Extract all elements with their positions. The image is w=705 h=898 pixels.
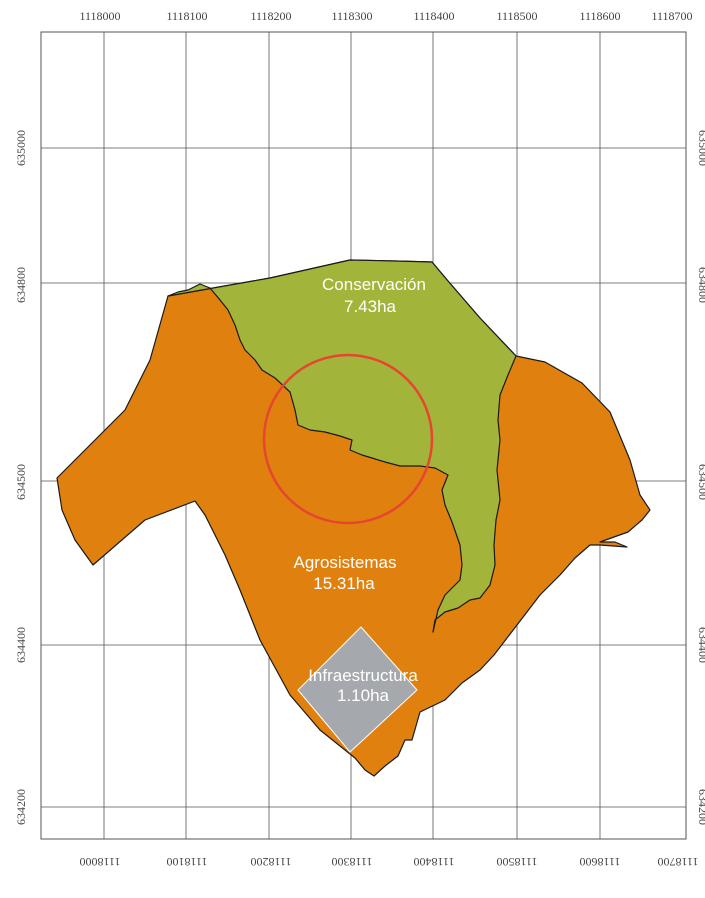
zone-infraestructura-area: [297, 626, 418, 753]
zone-conservacion-area: [167, 259, 517, 633]
zone-name-agrosistemas: Agrosistemas: [294, 553, 397, 572]
x-tick-bottom-1118300: 1118300: [331, 855, 372, 869]
x-tick-bottom-1118700: 1118700: [657, 855, 698, 869]
x-tick-top-1118200: 1118200: [250, 9, 291, 23]
y-tick-labels-left: 635000 634800 634500 634400 634200: [14, 130, 28, 825]
x-tick-top-1118000: 1118000: [79, 9, 120, 23]
zone-name-infraestructura: Infraestructura: [308, 666, 418, 685]
y-tick-right-634800: 634800: [696, 267, 705, 303]
x-tick-bottom-1118400: 1118400: [413, 855, 454, 869]
y-tick-right-634400: 634400: [696, 627, 705, 663]
zone-area-conservacion: 7.43ha: [344, 297, 397, 316]
y-tick-left-634800: 634800: [14, 267, 28, 303]
y-tick-labels-right: 635000 634800 634500 634400 634200: [696, 130, 705, 825]
zone-area-infraestructura: 1.10ha: [337, 686, 390, 705]
x-tick-top-1118100: 1118100: [166, 9, 207, 23]
y-tick-right-634500: 634500: [696, 464, 705, 500]
y-tick-right-634200: 634200: [696, 789, 705, 825]
x-tick-top-1118300: 1118300: [331, 9, 372, 23]
x-tick-labels-top: 1118000 1118100 1118200 1118300 1118400 …: [79, 9, 692, 23]
x-tick-labels-bottom: 1118000 1118100 1118200 1118300 1118400 …: [79, 855, 698, 869]
x-tick-top-1118700: 1118700: [651, 9, 692, 23]
y-tick-right-635000: 635000: [696, 130, 705, 166]
y-tick-left-635000: 635000: [14, 130, 28, 166]
y-tick-left-634200: 634200: [14, 789, 28, 825]
highlight-circle-marker: [262, 353, 434, 525]
y-tick-left-634500: 634500: [14, 464, 28, 500]
x-tick-top-1118600: 1118600: [579, 9, 620, 23]
x-tick-top-1118500: 1118500: [496, 9, 537, 23]
x-tick-bottom-1118600: 1118600: [579, 855, 620, 869]
x-tick-bottom-1118000: 1118000: [79, 855, 120, 869]
x-tick-bottom-1118100: 1118100: [166, 855, 207, 869]
zone-label-agrosistemas: Agrosistemas 15.31ha: [294, 553, 397, 593]
x-tick-top-1118400: 1118400: [413, 9, 454, 23]
zone-area-agrosistemas: 15.31ha: [313, 574, 375, 593]
zone-name-conservacion: Conservación: [322, 275, 426, 294]
zone-label-conservacion: Conservación 7.43ha: [322, 275, 426, 316]
x-tick-bottom-1118500: 1118500: [496, 855, 537, 869]
x-tick-bottom-1118200: 1118200: [250, 855, 291, 869]
y-tick-left-634400: 634400: [14, 627, 28, 663]
zone-label-infraestructura: Infraestructura 1.10ha: [308, 666, 418, 705]
